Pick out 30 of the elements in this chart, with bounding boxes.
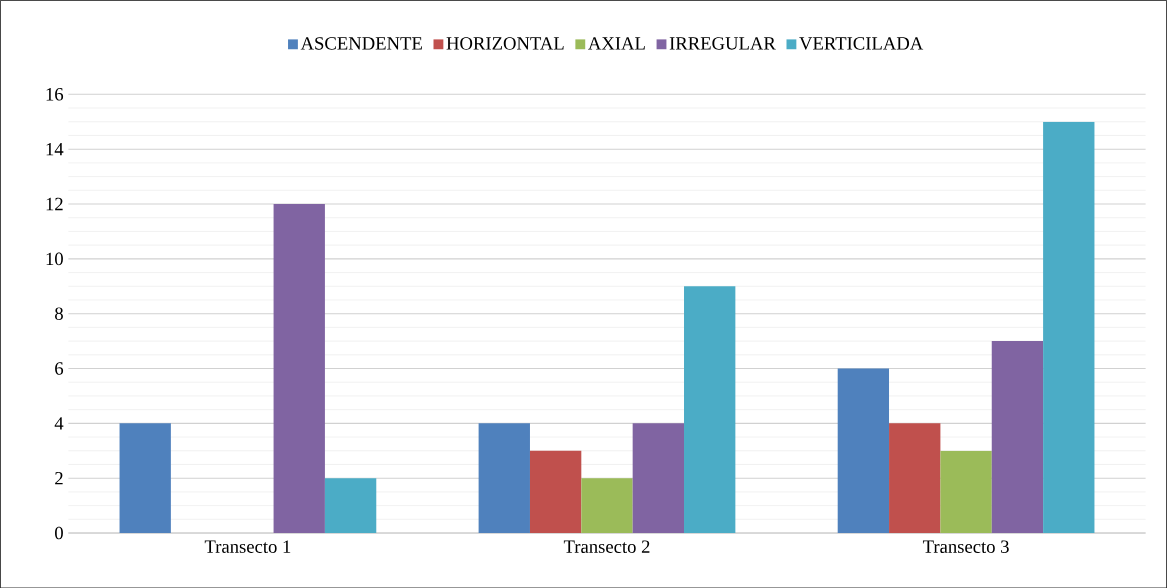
bar (889, 423, 941, 533)
y-tick-label: 16 (46, 87, 64, 101)
bar (478, 423, 530, 533)
legend-label: ASCENDENTE (300, 36, 422, 50)
y-tick-label: 4 (54, 417, 64, 430)
bar (119, 423, 171, 533)
legend-label: VERTICILADA (799, 36, 924, 50)
bar (684, 286, 736, 533)
bar (991, 340, 1044, 533)
x-tick-label: Transecto 2 (563, 540, 650, 553)
bar (529, 450, 582, 533)
y-tick-label: 0 (55, 526, 63, 540)
legend-label: IRREGULAR (669, 36, 776, 50)
x-tick-label: Transecto 3 (922, 540, 1009, 553)
y-tick-label: 2 (55, 471, 63, 485)
y-tick-label: 14 (46, 142, 64, 156)
bar (324, 478, 377, 533)
y-tick-label: 6 (55, 362, 64, 375)
x-tick-label: Transecto 1 (204, 540, 291, 553)
bar (273, 203, 325, 533)
bar (581, 478, 633, 533)
bar (837, 368, 890, 533)
legend-label: AXIAL (588, 36, 645, 50)
bar (940, 450, 992, 533)
legend-label: HORIZONTAL (446, 36, 564, 50)
y-tick-label: 12 (46, 197, 63, 210)
y-tick-label: 8 (55, 307, 63, 320)
bar (632, 423, 685, 533)
bar (1043, 121, 1095, 533)
y-tick-label: 10 (46, 252, 63, 265)
